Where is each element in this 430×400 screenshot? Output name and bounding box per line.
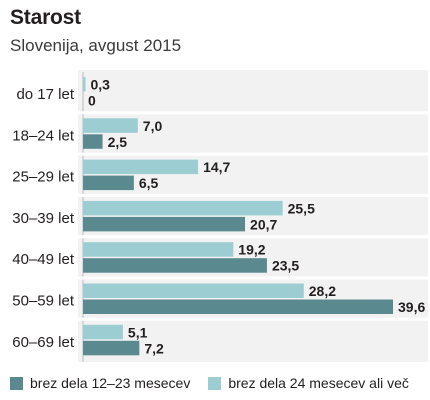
bar-24-plus xyxy=(83,242,234,257)
bar-24-plus xyxy=(83,283,304,298)
legend-label-12-23: brez dela 12–23 mesecev xyxy=(30,375,191,391)
category-label: do 17 let xyxy=(16,86,74,103)
value-label-24-plus: 25,5 xyxy=(288,200,315,216)
chart-title: Starost xyxy=(10,6,81,29)
bar-24-plus xyxy=(83,77,86,92)
legend-item-12-23: brez dela 12–23 mesecev xyxy=(10,375,190,391)
bar-24-plus xyxy=(83,200,283,216)
value-label-24-plus: 5,1 xyxy=(128,324,148,340)
value-label-12-23: 39,6 xyxy=(398,299,425,315)
bar-12-23 xyxy=(83,175,134,191)
category-label: 40–49 let xyxy=(12,251,75,268)
chart-subtitle: Slovenija, avgust 2015 xyxy=(10,36,182,55)
bar-24-plus xyxy=(83,159,199,175)
legend-swatch-12-23 xyxy=(10,376,23,390)
bar-24-plus xyxy=(83,118,138,133)
legend-item-24-plus: brez dela 24 mesecev ali več xyxy=(208,375,409,391)
value-label-12-23: 7,2 xyxy=(144,340,164,356)
category-label: 60–69 let xyxy=(12,334,75,351)
value-label-12-23: 20,7 xyxy=(250,216,277,232)
value-label-24-plus: 28,2 xyxy=(309,283,336,299)
bar-12-23 xyxy=(83,258,267,273)
value-label-24-plus: 19,2 xyxy=(238,242,265,258)
bar-12-23 xyxy=(83,299,393,314)
value-label-24-plus: 7,0 xyxy=(143,118,163,134)
category-label: 25–29 let xyxy=(12,169,75,186)
legend-label-24-plus: brez dela 24 mesecev ali več xyxy=(228,375,409,391)
category-label: 30–39 let xyxy=(12,210,75,227)
value-label-24-plus: 0,3 xyxy=(91,77,111,93)
legend: brez dela 12–23 mesecev brez dela 24 mes… xyxy=(10,375,409,391)
value-label-12-23: 6,5 xyxy=(139,175,159,191)
bar-chart: 0,30 do 17 let 7,0 2,5 18–24 let 14,7 6,5 25–29… xyxy=(12,70,428,362)
value-label-12-23: 0 xyxy=(88,93,96,109)
legend-swatch-24-plus xyxy=(208,376,222,390)
category-label: 50–59 let xyxy=(12,293,75,310)
bar-12-23 xyxy=(83,134,103,149)
category-label: 18–24 let xyxy=(12,127,75,144)
bar-12-23 xyxy=(83,216,246,232)
value-label-24-plus: 14,7 xyxy=(203,159,230,175)
value-label-12-23: 2,5 xyxy=(108,134,128,150)
bar-12-23 xyxy=(83,340,140,356)
bar-24-plus xyxy=(83,324,123,340)
value-label-12-23: 23,5 xyxy=(272,258,299,274)
